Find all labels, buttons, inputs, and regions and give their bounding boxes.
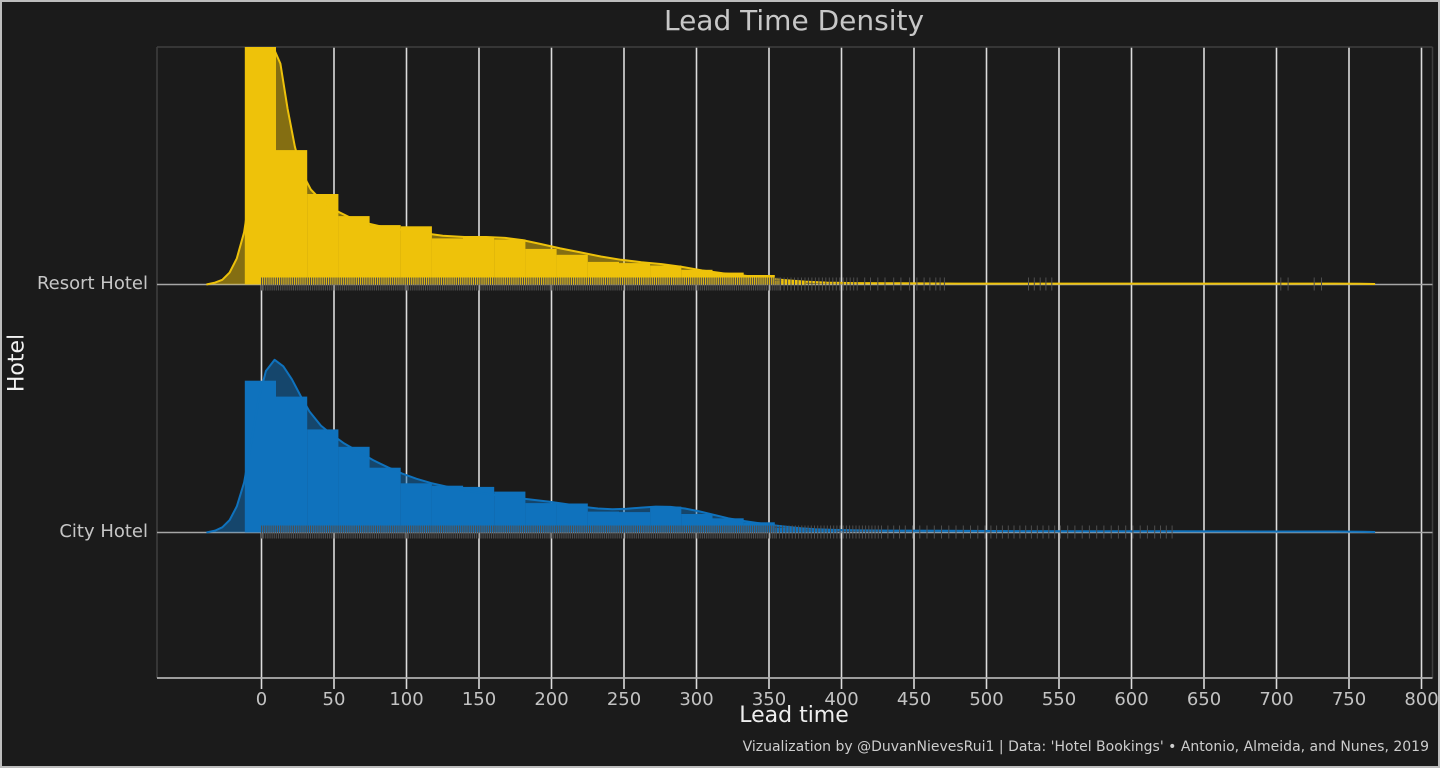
resort-hotel-rug: [261, 277, 1322, 291]
x-tick-label: 150: [461, 689, 497, 710]
resort-hotel-hist-bar: [307, 194, 339, 285]
city-hotel-hist-bar: [431, 485, 464, 533]
resort-hotel-hist-bar: [712, 272, 744, 285]
city-hotel-hist-bar: [774, 527, 806, 533]
row-label-resort-hotel: Resort Hotel: [36, 273, 148, 294]
resort-hotel-hist-bar: [369, 225, 401, 285]
x-tick-label: 450: [896, 689, 932, 710]
x-tick-label: 650: [1186, 689, 1222, 710]
city-hotel-hist-bar: [400, 483, 432, 533]
attribution-text: Vizualization by @DuvanNievesRui1 | Data…: [742, 739, 1429, 755]
chart-title: Lead Time Density: [663, 4, 925, 37]
x-axis-label: Lead time: [739, 703, 849, 728]
city-hotel-hist-bar: [276, 396, 308, 533]
row-label-city-hotel: City Hotel: [59, 521, 148, 542]
city-hotel-hist-bar: [244, 380, 276, 533]
city-hotel-hist-bar: [369, 467, 401, 533]
x-tick-label: 250: [606, 689, 642, 710]
city-hotel-hist-bar: [307, 429, 339, 533]
city-hotel-rug: [261, 525, 1173, 539]
city-hotel-density: [206, 358, 1376, 539]
y-axis-label: Hotel: [4, 333, 30, 393]
city-hotel-hist-bar: [712, 518, 744, 533]
resort-hotel-hist-bar: [244, 47, 276, 285]
x-tick-label: 800: [1404, 689, 1439, 710]
resort-hotel-hist-bar: [774, 280, 806, 285]
resort-hotel-hist-bar: [400, 226, 432, 285]
x-tick-label: 50: [322, 689, 346, 710]
resort-hotel-hist-bar: [338, 216, 370, 285]
x-tick-label: 500: [969, 689, 1004, 710]
x-tick-label: 0: [255, 689, 268, 710]
resort-hotel-hist-bar: [463, 237, 495, 285]
x-tick-label: 700: [1259, 689, 1294, 710]
resort-hotel-hist-bar: [494, 239, 526, 285]
city-hotel-hist-bar: [338, 446, 370, 533]
resort-hotel-hist-bar: [431, 238, 464, 285]
city-hotel-hist-bar: [806, 530, 838, 533]
resort-hotel-density: [206, 47, 1376, 291]
x-tick-label: 100: [389, 689, 424, 710]
x-tick-label: 300: [679, 689, 714, 710]
resort-hotel-hist-bar: [276, 150, 308, 285]
x-tick-label: 400: [824, 689, 859, 710]
x-tick-label: 200: [534, 689, 569, 710]
x-tick-label: 350: [751, 689, 787, 710]
x-tick-label: 600: [1114, 689, 1149, 710]
x-tick-label: 750: [1331, 689, 1367, 710]
x-tick-label: 550: [1041, 689, 1077, 710]
